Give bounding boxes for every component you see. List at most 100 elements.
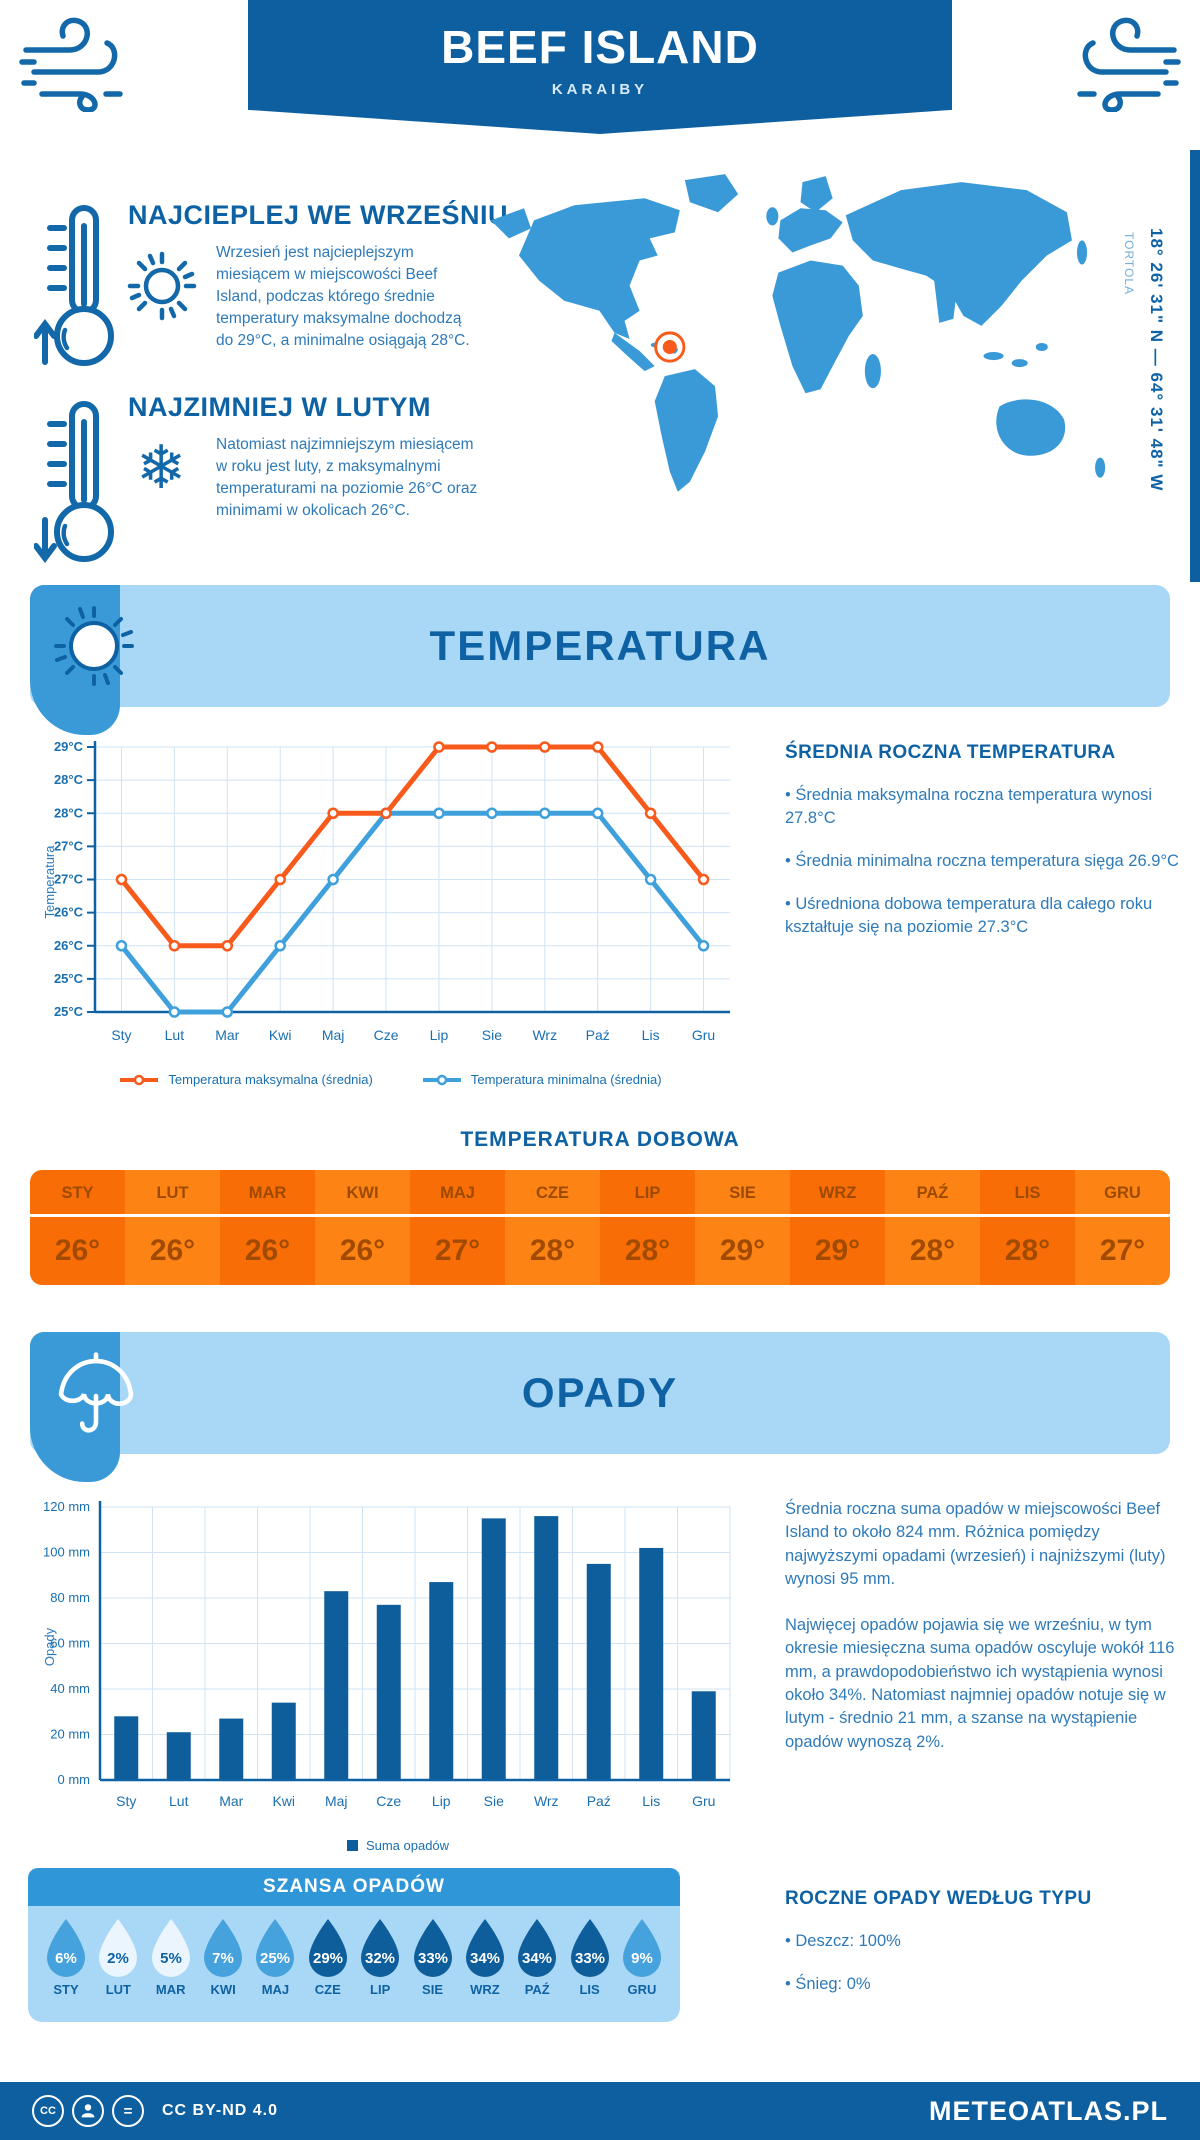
svg-text:Lip: Lip xyxy=(430,1027,449,1043)
daily-table-column: LUT 26° xyxy=(125,1170,220,1285)
svg-text:Sie: Sie xyxy=(484,1793,504,1809)
legend-item: Temperatura minimalna (średnia) xyxy=(421,1072,662,1087)
cc-icon: CC xyxy=(32,2095,64,2127)
daily-table-column: LIS 28° xyxy=(980,1170,1075,1285)
page-subtitle: KARAIBY xyxy=(551,81,649,98)
rain-chance-drop: 33% SIE xyxy=(409,1917,457,1997)
annual-temperature-bullet: • Średnia minimalna roczna temperatura s… xyxy=(785,852,1179,871)
svg-text:20 mm: 20 mm xyxy=(50,1727,90,1742)
rain-chance-month: MAR xyxy=(155,1982,186,1997)
svg-text:Gru: Gru xyxy=(692,1793,715,1809)
sun-icon xyxy=(54,606,134,686)
svg-text:Lis: Lis xyxy=(642,1027,660,1043)
rain-chance-drop: 7% KWI xyxy=(199,1917,247,1997)
svg-text:6%: 6% xyxy=(55,1950,77,1967)
rain-chance-title: SZANSA OPADÓW xyxy=(28,1868,680,1906)
daily-table-column: STY 26° xyxy=(30,1170,125,1285)
precipitation-paragraph: Najwięcej opadów pojawia się we wrześniu… xyxy=(785,1615,1175,1751)
rain-chance-drop: 32% LIP xyxy=(356,1917,404,1997)
svg-text:Sie: Sie xyxy=(482,1027,502,1043)
rain-chance-month: SIE xyxy=(422,1982,443,1997)
rain-chance-month: KWI xyxy=(210,1982,236,1997)
rain-chance-drop: 29% CZE xyxy=(304,1917,352,1997)
daily-table-column: LIP 28° xyxy=(600,1170,695,1285)
rain-chance-drop: 34% PAŹ xyxy=(513,1917,561,1997)
thermometer-down-icon xyxy=(34,401,114,563)
annual-temperature-heading: ŚREDNIA ROCZNA TEMPERATURA xyxy=(785,742,1116,763)
site-logo: METEOATLAS.PL xyxy=(929,2095,1168,2126)
rain-chance-month: GRU xyxy=(627,1982,657,1997)
svg-text:Paź: Paź xyxy=(587,1793,611,1809)
daily-table-month: WRZ xyxy=(790,1170,885,1217)
svg-text:Wrz: Wrz xyxy=(534,1793,559,1809)
svg-text:26°C: 26°C xyxy=(54,905,84,920)
droplet-icon: 9% xyxy=(622,1919,661,1977)
daily-table-value: 26° xyxy=(54,1234,101,1267)
daily-table-month: STY xyxy=(30,1170,125,1217)
rain-chance-month: STY xyxy=(53,1982,79,1997)
rain-chance-drop: 33% LIS xyxy=(566,1917,614,1997)
snowflake-icon: ❄ xyxy=(136,434,187,501)
banner-icon-block xyxy=(30,1332,120,1482)
svg-text:34%: 34% xyxy=(470,1950,500,1967)
svg-text:Wrz: Wrz xyxy=(532,1027,557,1043)
droplet-icon: 6% xyxy=(47,1919,85,1977)
svg-text:Maj: Maj xyxy=(325,1793,348,1809)
legend-label: Temperatura maksymalna (średnia) xyxy=(168,1072,373,1087)
annual-temperature-block: ŚREDNIA ROCZNA TEMPERATURA • Średnia mak… xyxy=(785,742,1185,939)
precipitation-paragraph: Średnia roczna suma opadów w miejscowośc… xyxy=(785,1500,1166,1589)
droplet-icon: 33% xyxy=(413,1919,452,1977)
legend-label: Suma opadów xyxy=(365,1838,450,1853)
highlight-text: Wrzesień jest najcieplejszym miesiącem w… xyxy=(216,244,470,349)
daily-table-month: LUT xyxy=(125,1170,220,1217)
daily-table-value: 27° xyxy=(1099,1234,1146,1267)
thermometer-up-icon xyxy=(34,205,114,366)
svg-text:28°C: 28°C xyxy=(54,772,84,787)
daily-table-month: KWI xyxy=(315,1170,410,1217)
daily-table-month: MAJ xyxy=(410,1170,505,1217)
svg-text:Lut: Lut xyxy=(169,1793,189,1809)
svg-text:29%: 29% xyxy=(313,1950,343,1967)
highlight-heading: NAJCIEPLEJ WE WRZEŚNIU xyxy=(128,200,509,230)
daily-table-month: PAŹ xyxy=(885,1170,980,1217)
location-marker xyxy=(654,331,686,363)
svg-text:5%: 5% xyxy=(160,1950,182,1967)
svg-text:Mar: Mar xyxy=(215,1027,239,1043)
droplet-icon: 34% xyxy=(465,1919,504,1977)
svg-text:33%: 33% xyxy=(575,1950,605,1967)
svg-text:33%: 33% xyxy=(418,1950,448,1967)
daily-table-value: 26° xyxy=(244,1234,291,1267)
precipitation-chart-legend: Suma opadów xyxy=(38,1838,758,1853)
svg-text:Cze: Cze xyxy=(376,1793,401,1809)
wind-icon xyxy=(19,17,123,112)
annual-temperature-bullet: • Średnia maksymalna roczna temperatura … xyxy=(785,786,1153,828)
legend-item: Suma opadów xyxy=(346,1838,450,1853)
daily-table-column: MAJ 27° xyxy=(410,1170,505,1285)
precipitation-text-block: Średnia roczna suma opadów w miejscowośc… xyxy=(785,1498,1185,1776)
svg-text:Lip: Lip xyxy=(432,1793,451,1809)
svg-text:Gru: Gru xyxy=(692,1027,715,1043)
temperature-line-chart: 29°C 28°C 28°C 27°C 27°C 26°C 26°C 25°C 25°C Sty L… xyxy=(42,739,730,1043)
daily-table-column: WRZ 29° xyxy=(790,1170,885,1285)
svg-text:100 mm: 100 mm xyxy=(43,1545,90,1560)
precipitation-bar-chart: 0 mm 20 mm 40 mm 60 mm 80 mm 100 mm 120 mm Sty L… xyxy=(42,1499,731,1809)
daily-table-value: 28° xyxy=(624,1234,671,1267)
svg-text:60 mm: 60 mm xyxy=(50,1636,90,1651)
license-label: CC BY-ND 4.0 xyxy=(162,2102,279,2119)
highlight-text: Natomiast najzimniejszym miesiącem w rok… xyxy=(216,436,478,519)
svg-text:120 mm: 120 mm xyxy=(43,1499,90,1514)
daily-table-column: MAR 26° xyxy=(220,1170,315,1285)
daily-table-value: 28° xyxy=(529,1234,576,1267)
map-island-label: TORTOLA xyxy=(1122,232,1136,296)
droplet-icon: 5% xyxy=(151,1919,190,1977)
map-coordinates: 18° 26' 31" N — 64° 31' 48" W xyxy=(1147,228,1166,492)
precipitation-by-type-heading: ROCZNE OPADY WEDŁUG TYPU xyxy=(785,1888,1092,1909)
legend-label: Temperatura minimalna (średnia) xyxy=(470,1072,662,1087)
daily-table-column: CZE 28° xyxy=(505,1170,600,1285)
rain-chance-month: WRZ xyxy=(470,1982,500,1997)
umbrella-icon xyxy=(58,1352,134,1433)
rain-chance-drop: 25% MAJ xyxy=(251,1917,299,1997)
daily-table-month: SIE xyxy=(695,1170,790,1217)
footer: CC = CC BY-ND 4.0 METEOATLAS.PL xyxy=(0,2082,1200,2140)
